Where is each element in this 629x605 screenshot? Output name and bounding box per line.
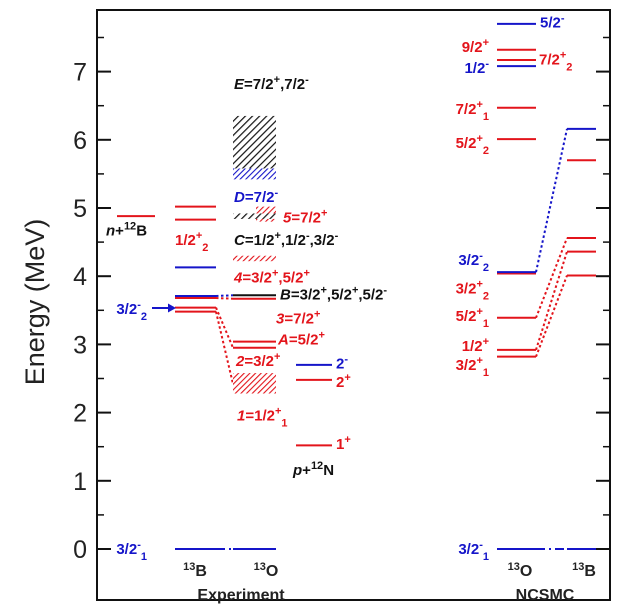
level-label: 1/2- — [464, 58, 489, 77]
level-label: D=7/2- — [234, 187, 278, 206]
level-connector — [215, 307, 234, 349]
level-label: 3/2+1 — [456, 355, 489, 379]
group-label-experiment: Experiment — [197, 587, 285, 604]
level-label: E=7/2+,7/2- — [234, 74, 309, 93]
level-label: 1+ — [336, 434, 351, 453]
y-tick-label: 5 — [73, 195, 87, 223]
level-connector — [215, 294, 234, 297]
level-connectors — [215, 128, 568, 550]
level-label: 5=7/2+ — [283, 208, 327, 227]
level-connector — [535, 128, 568, 273]
level-label: 3/2-2 — [458, 250, 489, 274]
resonance-band — [233, 115, 276, 171]
level-label: 3/2-1 — [116, 539, 147, 563]
y-tick-label: 4 — [73, 263, 87, 291]
level-label: 2+ — [336, 372, 351, 391]
level-labels: 3/2-1 3/2-2 n+12B 1/2+2 E=7/2+,7/2- D=7/2- 5=7… — [106, 12, 572, 563]
level-label: B=3/2+,5/2+,5/2- — [280, 285, 387, 304]
y-tick-label: 0 — [73, 536, 87, 564]
level-connector — [535, 275, 568, 358]
energy-levels — [117, 22, 596, 550]
level-label: 2- — [336, 353, 348, 372]
arrow-pointer-icon — [152, 303, 176, 313]
resonance-band — [233, 255, 276, 262]
level-connector — [215, 297, 234, 300]
group-label-ncsmc: NCSMC — [516, 587, 575, 604]
y-tick-label: 7 — [73, 59, 87, 87]
level-label: 5/2+2 — [456, 133, 489, 157]
level-label: 3=7/2+ — [276, 308, 320, 327]
level-label: 9/2+ — [462, 37, 489, 56]
y-axis-title: Energy (MeV) — [20, 219, 50, 386]
level-label: 7/2+2 — [539, 49, 572, 73]
level-label: A=5/2+ — [277, 330, 325, 349]
level-label: 5/2- — [540, 12, 565, 31]
level-label: p+12N — [292, 460, 334, 479]
level-label: n+12B — [106, 221, 147, 240]
level-connector — [535, 237, 568, 319]
level-label: 2=3/2+ — [235, 351, 280, 370]
level-label: 7/2+1 — [456, 99, 489, 123]
y-tick-label: 2 — [73, 400, 87, 428]
column-footers: 13B 13O 13O 13B — [183, 561, 596, 580]
level-label: 5/2+1 — [456, 306, 489, 330]
level-connector — [535, 251, 568, 351]
level-label: 1/2+2 — [175, 230, 208, 254]
level-label: 1=1/2+1 — [237, 405, 288, 429]
level-label: 4=3/2+,5/2+ — [233, 268, 310, 287]
level-label: C=1/2+,1/2-,3/2- — [234, 230, 339, 249]
resonance-band — [233, 213, 276, 219]
resonance-band — [233, 168, 276, 180]
column-footer: 13B — [572, 561, 596, 580]
y-tick-label: 6 — [73, 127, 87, 155]
plot-frame — [96, 9, 611, 601]
column-footer: 13O — [254, 561, 279, 580]
level-label: 1/2+ — [462, 336, 489, 355]
resonance-band — [233, 373, 276, 394]
resonance-bands — [233, 115, 276, 394]
level-label: 3/2+2 — [456, 278, 489, 302]
y-tick-label: 3 — [73, 331, 87, 359]
column-footer: 13O — [508, 561, 533, 580]
column-footer: 13B — [183, 561, 207, 580]
level-connector — [215, 311, 234, 385]
y-axis-ticks: 0 1 2 3 4 5 6 7 — [73, 36, 610, 564]
y-tick-label: 1 — [73, 468, 87, 496]
level-label: 3/2-2 — [116, 299, 147, 323]
plot-border — [96, 9, 611, 601]
level-label: 3/2-1 — [458, 539, 489, 563]
